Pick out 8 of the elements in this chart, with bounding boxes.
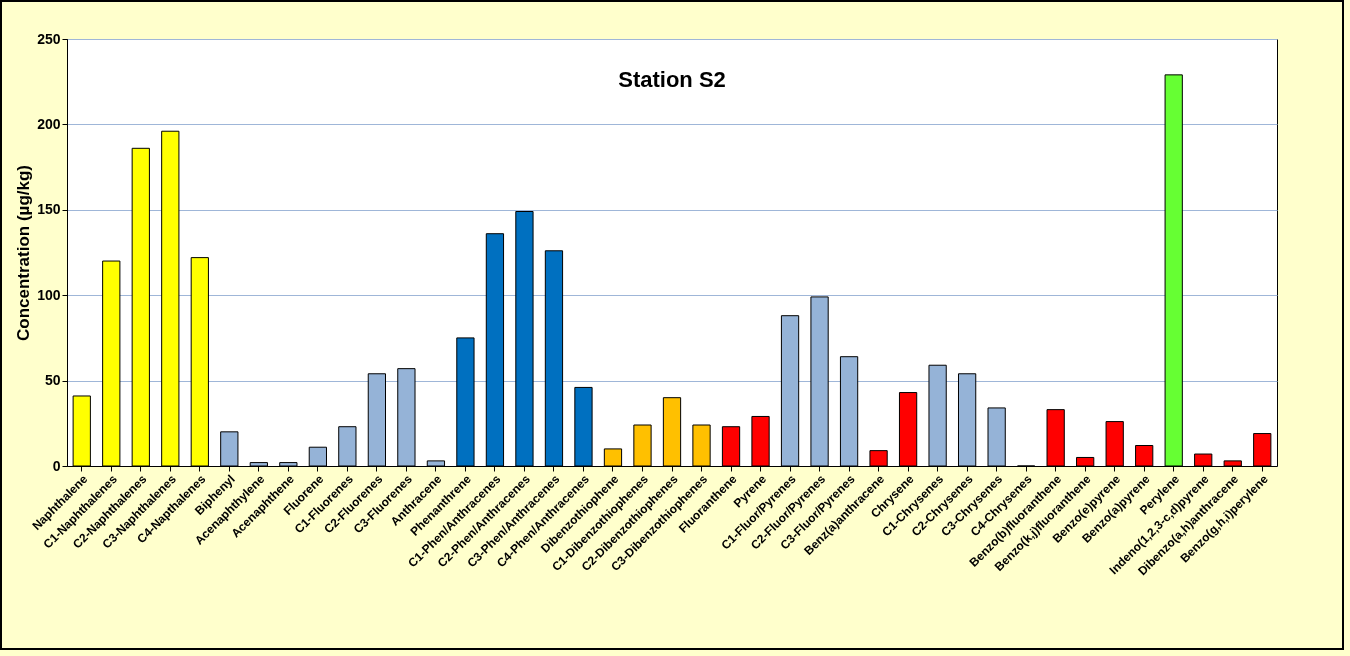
y-tick-label: 200 <box>37 115 61 132</box>
y-tick-label: 0 <box>52 457 61 474</box>
text: Station S2 <box>618 67 726 92</box>
y-tick-label: 100 <box>37 286 61 303</box>
y-tick-label: 50 <box>44 372 61 389</box>
y-axis-title: Concentration (µg/kg) <box>14 164 34 342</box>
y-tick-label: 150 <box>37 201 61 218</box>
y-tick-label: 250 <box>37 30 61 47</box>
